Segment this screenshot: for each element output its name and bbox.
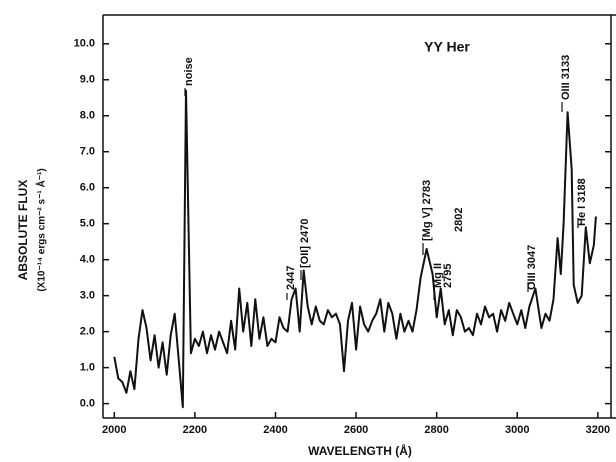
y-tick-label: 5.0 (80, 218, 95, 230)
y-tick-label: 8.0 (80, 110, 95, 122)
annotation: 2447 (285, 266, 297, 290)
x-tick-label: 3000 (505, 424, 529, 436)
y-tick-label: 10.0 (74, 38, 95, 50)
annotation: [OII] 2470 (299, 218, 311, 268)
y-tick-label: 4.0 (80, 254, 95, 266)
annotation: noise (183, 57, 195, 86)
y-tick-label: 3.0 (80, 290, 95, 302)
annotation: 2802 (453, 208, 465, 232)
x-tick-label: 2000 (102, 424, 126, 436)
y-tick-label: 2.0 (80, 326, 95, 338)
annotation: Mg II (432, 263, 444, 288)
chart-title: YY Her (424, 39, 470, 55)
annotation: OIII 3133 (560, 55, 572, 100)
leader-lines (184, 88, 579, 300)
x-tick-label: 3200 (586, 424, 610, 436)
y-tick-label: 7.0 (80, 146, 95, 158)
y-tick-label: 6.0 (80, 182, 95, 194)
y-tick-label: 1.0 (80, 362, 95, 374)
x-tick-label: 2200 (183, 424, 207, 436)
y-axis-label: ABSOLUTE FLUX (16, 180, 30, 281)
y-axis-units: (X10⁻¹⁴ ergs cm⁻² s⁻¹ Å⁻¹) (35, 168, 48, 291)
annotation: He I 3188 (576, 178, 588, 226)
annotation: [Mg V] 2783 (421, 180, 433, 241)
x-tick-label: 2800 (424, 424, 448, 436)
annotation: 2795 (442, 264, 454, 288)
x-tick-label: 2400 (263, 424, 287, 436)
annotation: OIII 3047 (526, 245, 538, 290)
spectrum-line (113, 89, 597, 409)
x-tick-label: 2600 (344, 424, 368, 436)
y-tick-label: 0.0 (80, 398, 95, 410)
x-axis-label: WAVELENGTH (Å) (308, 443, 412, 458)
y-tick-label: 9.0 (80, 74, 95, 86)
